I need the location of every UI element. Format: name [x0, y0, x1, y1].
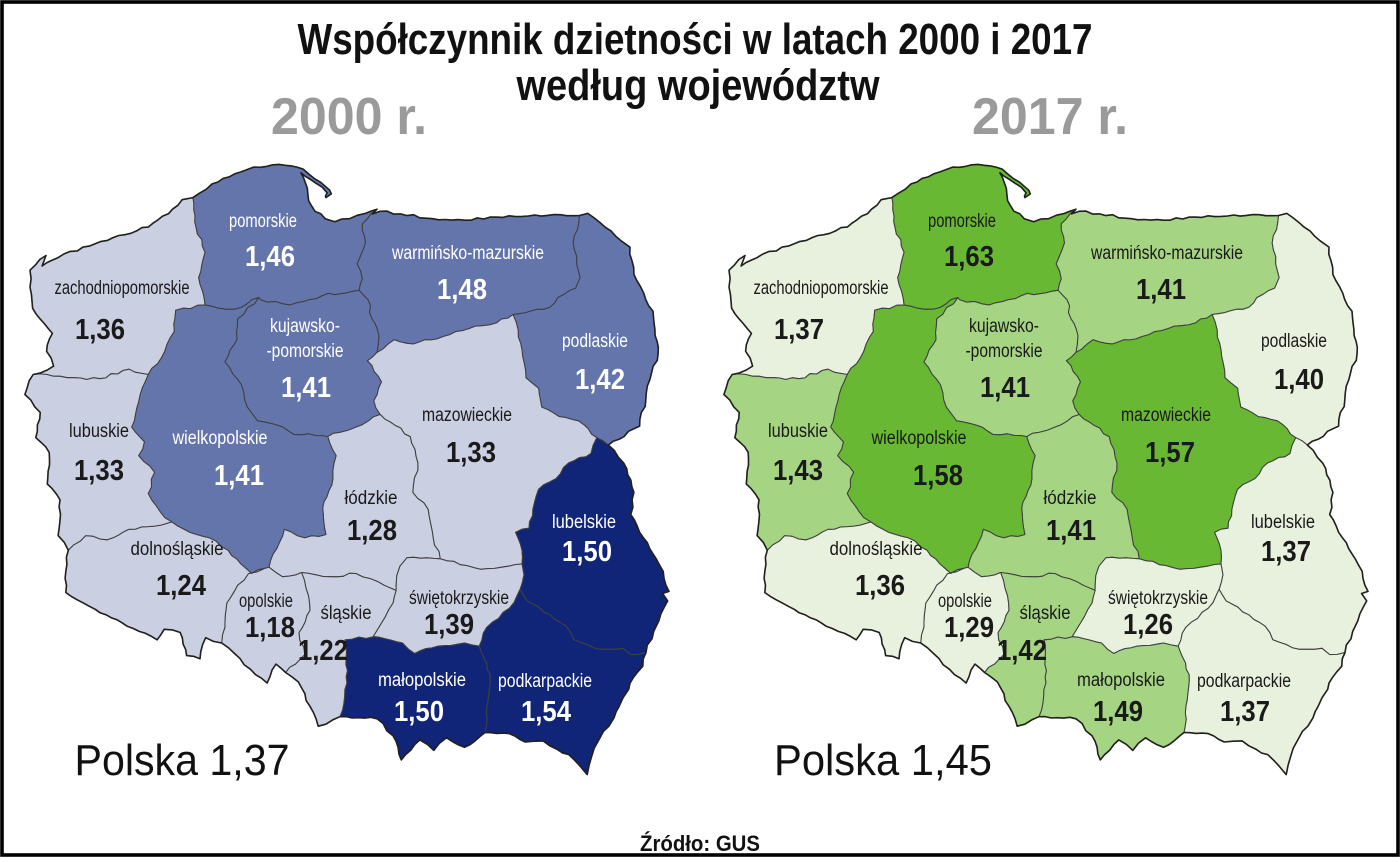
svg-text:1,36: 1,36 [75, 314, 125, 346]
svg-text:pomorskie: pomorskie [229, 211, 297, 232]
svg-text:lubuskie: lubuskie [69, 421, 129, 442]
svg-text:wielkopolskie: wielkopolskie [172, 428, 268, 449]
svg-text:świętokrzyskie: świętokrzyskie [1108, 588, 1208, 609]
svg-text:Źródło: GUS: Źródło: GUS [640, 831, 760, 856]
svg-text:1,41: 1,41 [1136, 274, 1186, 306]
svg-text:1,48: 1,48 [437, 274, 487, 306]
svg-text:lubelskie: lubelskie [552, 512, 616, 533]
svg-text:1,41: 1,41 [214, 460, 264, 492]
svg-text:śląskie: śląskie [321, 603, 372, 624]
svg-text:2017 r.: 2017 r. [972, 88, 1128, 146]
svg-text:1,50: 1,50 [562, 536, 612, 568]
svg-text:mazowieckie: mazowieckie [1121, 405, 1211, 426]
svg-text:1,58: 1,58 [913, 460, 963, 492]
svg-text:łódzkie: łódzkie [345, 488, 398, 509]
svg-text:1,29: 1,29 [944, 612, 994, 644]
svg-text:świętokrzyskie: świętokrzyskie [409, 588, 509, 609]
svg-text:1,57: 1,57 [1145, 437, 1195, 469]
svg-text:2000 r.: 2000 r. [271, 88, 427, 146]
svg-text:Polska 1,37: Polska 1,37 [75, 736, 290, 785]
svg-text:podlaskie: podlaskie [562, 331, 628, 352]
svg-text:1,50: 1,50 [394, 696, 444, 728]
svg-text:-pomorskie: -pomorskie [966, 341, 1043, 362]
svg-text:1,37: 1,37 [774, 314, 824, 346]
svg-text:1,41: 1,41 [980, 372, 1030, 404]
svg-text:małopolskie: małopolskie [1077, 670, 1165, 691]
svg-text:mazowieckie: mazowieckie [422, 405, 512, 426]
svg-text:podkarpackie: podkarpackie [498, 671, 592, 692]
svg-text:zachodniopomorskie: zachodniopomorskie [55, 278, 190, 299]
svg-text:1,37: 1,37 [1261, 536, 1311, 568]
svg-text:1,33: 1,33 [74, 455, 124, 487]
svg-text:1,37: 1,37 [1220, 696, 1270, 728]
svg-text:kujawsko-: kujawsko- [270, 316, 340, 337]
svg-text:1,43: 1,43 [773, 455, 823, 487]
svg-text:Współczynnik dzietności w lata: Współczynnik dzietności w latach 2000 i … [298, 15, 1093, 64]
svg-text:1,42: 1,42 [997, 635, 1047, 667]
svg-text:1,54: 1,54 [521, 696, 571, 728]
svg-text:1,63: 1,63 [944, 241, 994, 273]
svg-text:-pomorskie: -pomorskie [267, 341, 344, 362]
svg-text:1,41: 1,41 [1046, 515, 1096, 547]
svg-text:dolnośląskie: dolnośląskie [131, 539, 224, 560]
svg-text:1,42: 1,42 [575, 364, 625, 396]
svg-text:małopolskie: małopolskie [378, 670, 466, 691]
svg-text:łódzkie: łódzkie [1044, 488, 1097, 509]
svg-text:opolskie: opolskie [239, 591, 293, 612]
svg-text:1,39: 1,39 [424, 609, 474, 641]
svg-text:1,33: 1,33 [446, 437, 496, 469]
svg-text:wielkopolskie: wielkopolskie [871, 428, 967, 449]
svg-text:1,26: 1,26 [1123, 609, 1173, 641]
svg-text:podkarpackie: podkarpackie [1197, 671, 1291, 692]
svg-text:dolnośląskie: dolnośląskie [830, 539, 923, 560]
svg-text:1,28: 1,28 [347, 515, 397, 547]
svg-text:według województw: według województw [516, 61, 881, 110]
svg-text:1,24: 1,24 [156, 570, 206, 602]
svg-text:lubelskie: lubelskie [1251, 512, 1315, 533]
svg-text:lubuskie: lubuskie [768, 421, 828, 442]
svg-text:kujawsko-: kujawsko- [969, 316, 1039, 337]
svg-text:pomorskie: pomorskie [928, 211, 996, 232]
svg-text:1,41: 1,41 [281, 372, 331, 404]
svg-text:1,18: 1,18 [245, 612, 295, 644]
svg-text:1,49: 1,49 [1093, 696, 1143, 728]
svg-text:podlaskie: podlaskie [1261, 331, 1327, 352]
svg-text:1,22: 1,22 [298, 635, 348, 667]
svg-text:Polska 1,45: Polska 1,45 [774, 736, 992, 785]
svg-text:1,36: 1,36 [855, 570, 905, 602]
svg-text:zachodniopomorskie: zachodniopomorskie [754, 278, 889, 299]
svg-text:warmińsko-mazurskie: warmińsko-mazurskie [1090, 243, 1243, 264]
svg-text:1,46: 1,46 [245, 241, 295, 273]
svg-text:opolskie: opolskie [938, 591, 992, 612]
svg-text:1,40: 1,40 [1274, 364, 1324, 396]
svg-text:warmińsko-mazurskie: warmińsko-mazurskie [391, 243, 544, 264]
svg-text:śląskie: śląskie [1020, 603, 1071, 624]
